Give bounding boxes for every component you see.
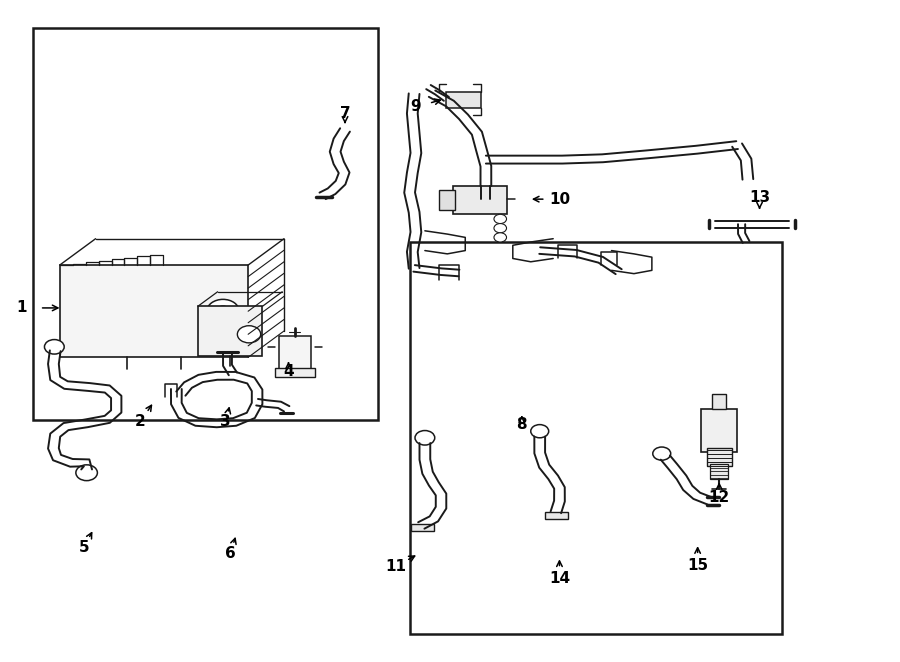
Bar bbox=[701, 409, 737, 451]
Circle shape bbox=[652, 447, 670, 460]
Circle shape bbox=[238, 326, 261, 343]
Circle shape bbox=[531, 424, 549, 438]
Text: 4: 4 bbox=[284, 364, 293, 379]
Circle shape bbox=[216, 306, 230, 316]
Bar bbox=[706, 448, 732, 466]
Text: 7: 7 bbox=[339, 106, 350, 121]
Bar bbox=[712, 395, 726, 409]
Text: 14: 14 bbox=[549, 571, 570, 586]
Text: 5: 5 bbox=[78, 540, 89, 555]
Circle shape bbox=[494, 233, 507, 242]
Text: 1: 1 bbox=[16, 301, 26, 315]
Text: 15: 15 bbox=[687, 557, 708, 573]
Text: 3: 3 bbox=[220, 414, 231, 430]
Bar bbox=[198, 307, 263, 355]
Circle shape bbox=[415, 430, 435, 445]
Text: 10: 10 bbox=[549, 192, 570, 207]
Text: 13: 13 bbox=[749, 191, 770, 205]
Bar bbox=[446, 92, 481, 108]
Bar bbox=[59, 265, 248, 357]
Bar bbox=[545, 512, 569, 519]
Bar bbox=[453, 186, 507, 214]
Bar bbox=[410, 524, 434, 531]
Text: 9: 9 bbox=[410, 99, 421, 115]
Text: 2: 2 bbox=[135, 414, 146, 430]
Bar bbox=[32, 28, 378, 420]
Circle shape bbox=[494, 214, 507, 224]
Bar bbox=[710, 463, 728, 479]
Text: 6: 6 bbox=[225, 546, 236, 561]
Circle shape bbox=[207, 299, 239, 323]
Bar bbox=[279, 336, 310, 371]
Circle shape bbox=[76, 465, 97, 481]
Bar bbox=[410, 242, 782, 634]
Text: 12: 12 bbox=[708, 490, 730, 504]
Circle shape bbox=[494, 224, 507, 233]
Bar bbox=[439, 190, 455, 210]
Text: 11: 11 bbox=[386, 559, 407, 574]
Circle shape bbox=[44, 340, 64, 354]
Text: 8: 8 bbox=[517, 417, 527, 432]
Bar bbox=[275, 368, 314, 377]
